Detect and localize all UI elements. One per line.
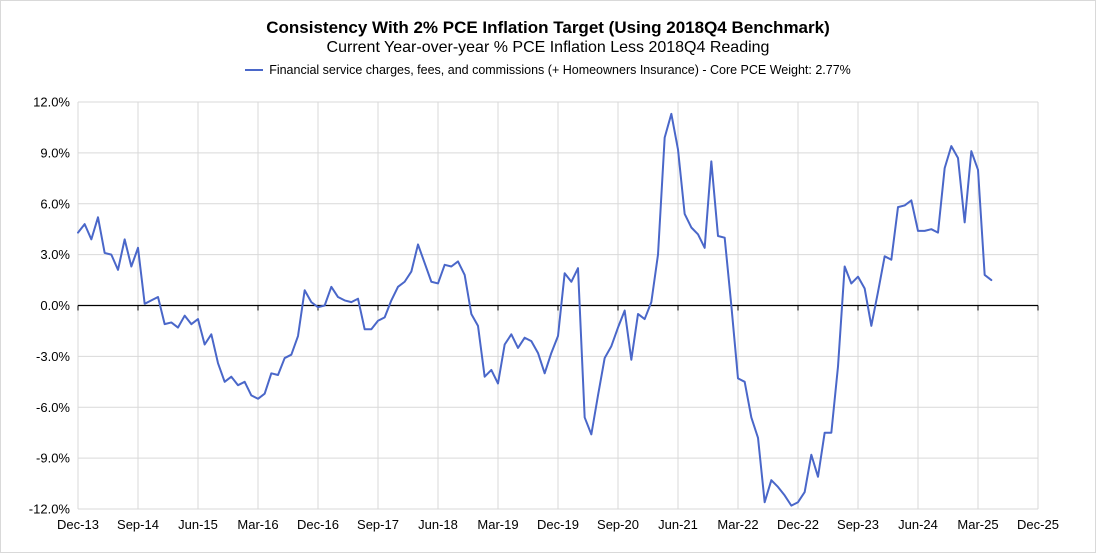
x-tick-label: Sep-14: [117, 517, 159, 532]
x-axis-ticks: Dec-13 Sep-14 Jun-15 Mar-16 Dec-16 Sep-17 Jun-…: [57, 517, 1059, 532]
chart-title: Consistency With 2% PCE Inflation Target…: [266, 18, 830, 37]
x-tick-label: Mar-25: [957, 517, 998, 532]
x-tick-label: Jun-21: [658, 517, 698, 532]
x-tick-label: Dec-13: [57, 517, 99, 532]
x-tick-label: Sep-20: [597, 517, 639, 532]
legend-entry: Financial service charges, fees, and com…: [269, 63, 851, 77]
y-tick-label: 9.0%: [40, 145, 70, 160]
gridlines: [77, 101, 1039, 510]
x-tick-label: Jun-15: [178, 517, 218, 532]
legend[interactable]: Financial service charges, fees, and com…: [0, 63, 1096, 77]
series-lines: [77, 112, 993, 507]
y-tick-label: -6.0%: [36, 400, 70, 415]
legend-line-swatch: [245, 68, 264, 71]
x-tick-label: Dec-22: [777, 517, 819, 532]
y-tick-label: 12.0%: [33, 95, 70, 110]
x-tick-label: Dec-25: [1017, 517, 1059, 532]
x-tick-label: Jun-24: [898, 517, 938, 532]
x-tick-label: Sep-23: [837, 517, 879, 532]
x-tick-label: Mar-22: [717, 517, 758, 532]
x-tick-label: Dec-19: [537, 517, 579, 532]
y-tick-label: -3.0%: [36, 349, 70, 364]
x-tick-label: Jun-18: [418, 517, 458, 532]
y-tick-label: -9.0%: [36, 451, 70, 466]
chart-subtitle: Current Year-over-year % PCE Inflation L…: [326, 39, 770, 56]
y-tick-label: 0.0%: [40, 298, 70, 313]
y-axis-ticks: 12.0% 9.0% 6.0% 3.0% 0.0% -3.0% -6.0% -9.0% -12.…: [29, 95, 71, 517]
series-line: [77, 112, 993, 507]
x-tick-label: Mar-16: [237, 517, 278, 532]
zero-axis: [77, 304, 1039, 311]
y-tick-label: 6.0%: [40, 196, 70, 211]
x-tick-label: Sep-17: [357, 517, 399, 532]
x-tick-label: Dec-16: [297, 517, 339, 532]
y-tick-label: -12.0%: [29, 502, 71, 517]
x-tick-label: Mar-19: [477, 517, 518, 532]
y-tick-label: 3.0%: [40, 247, 70, 262]
